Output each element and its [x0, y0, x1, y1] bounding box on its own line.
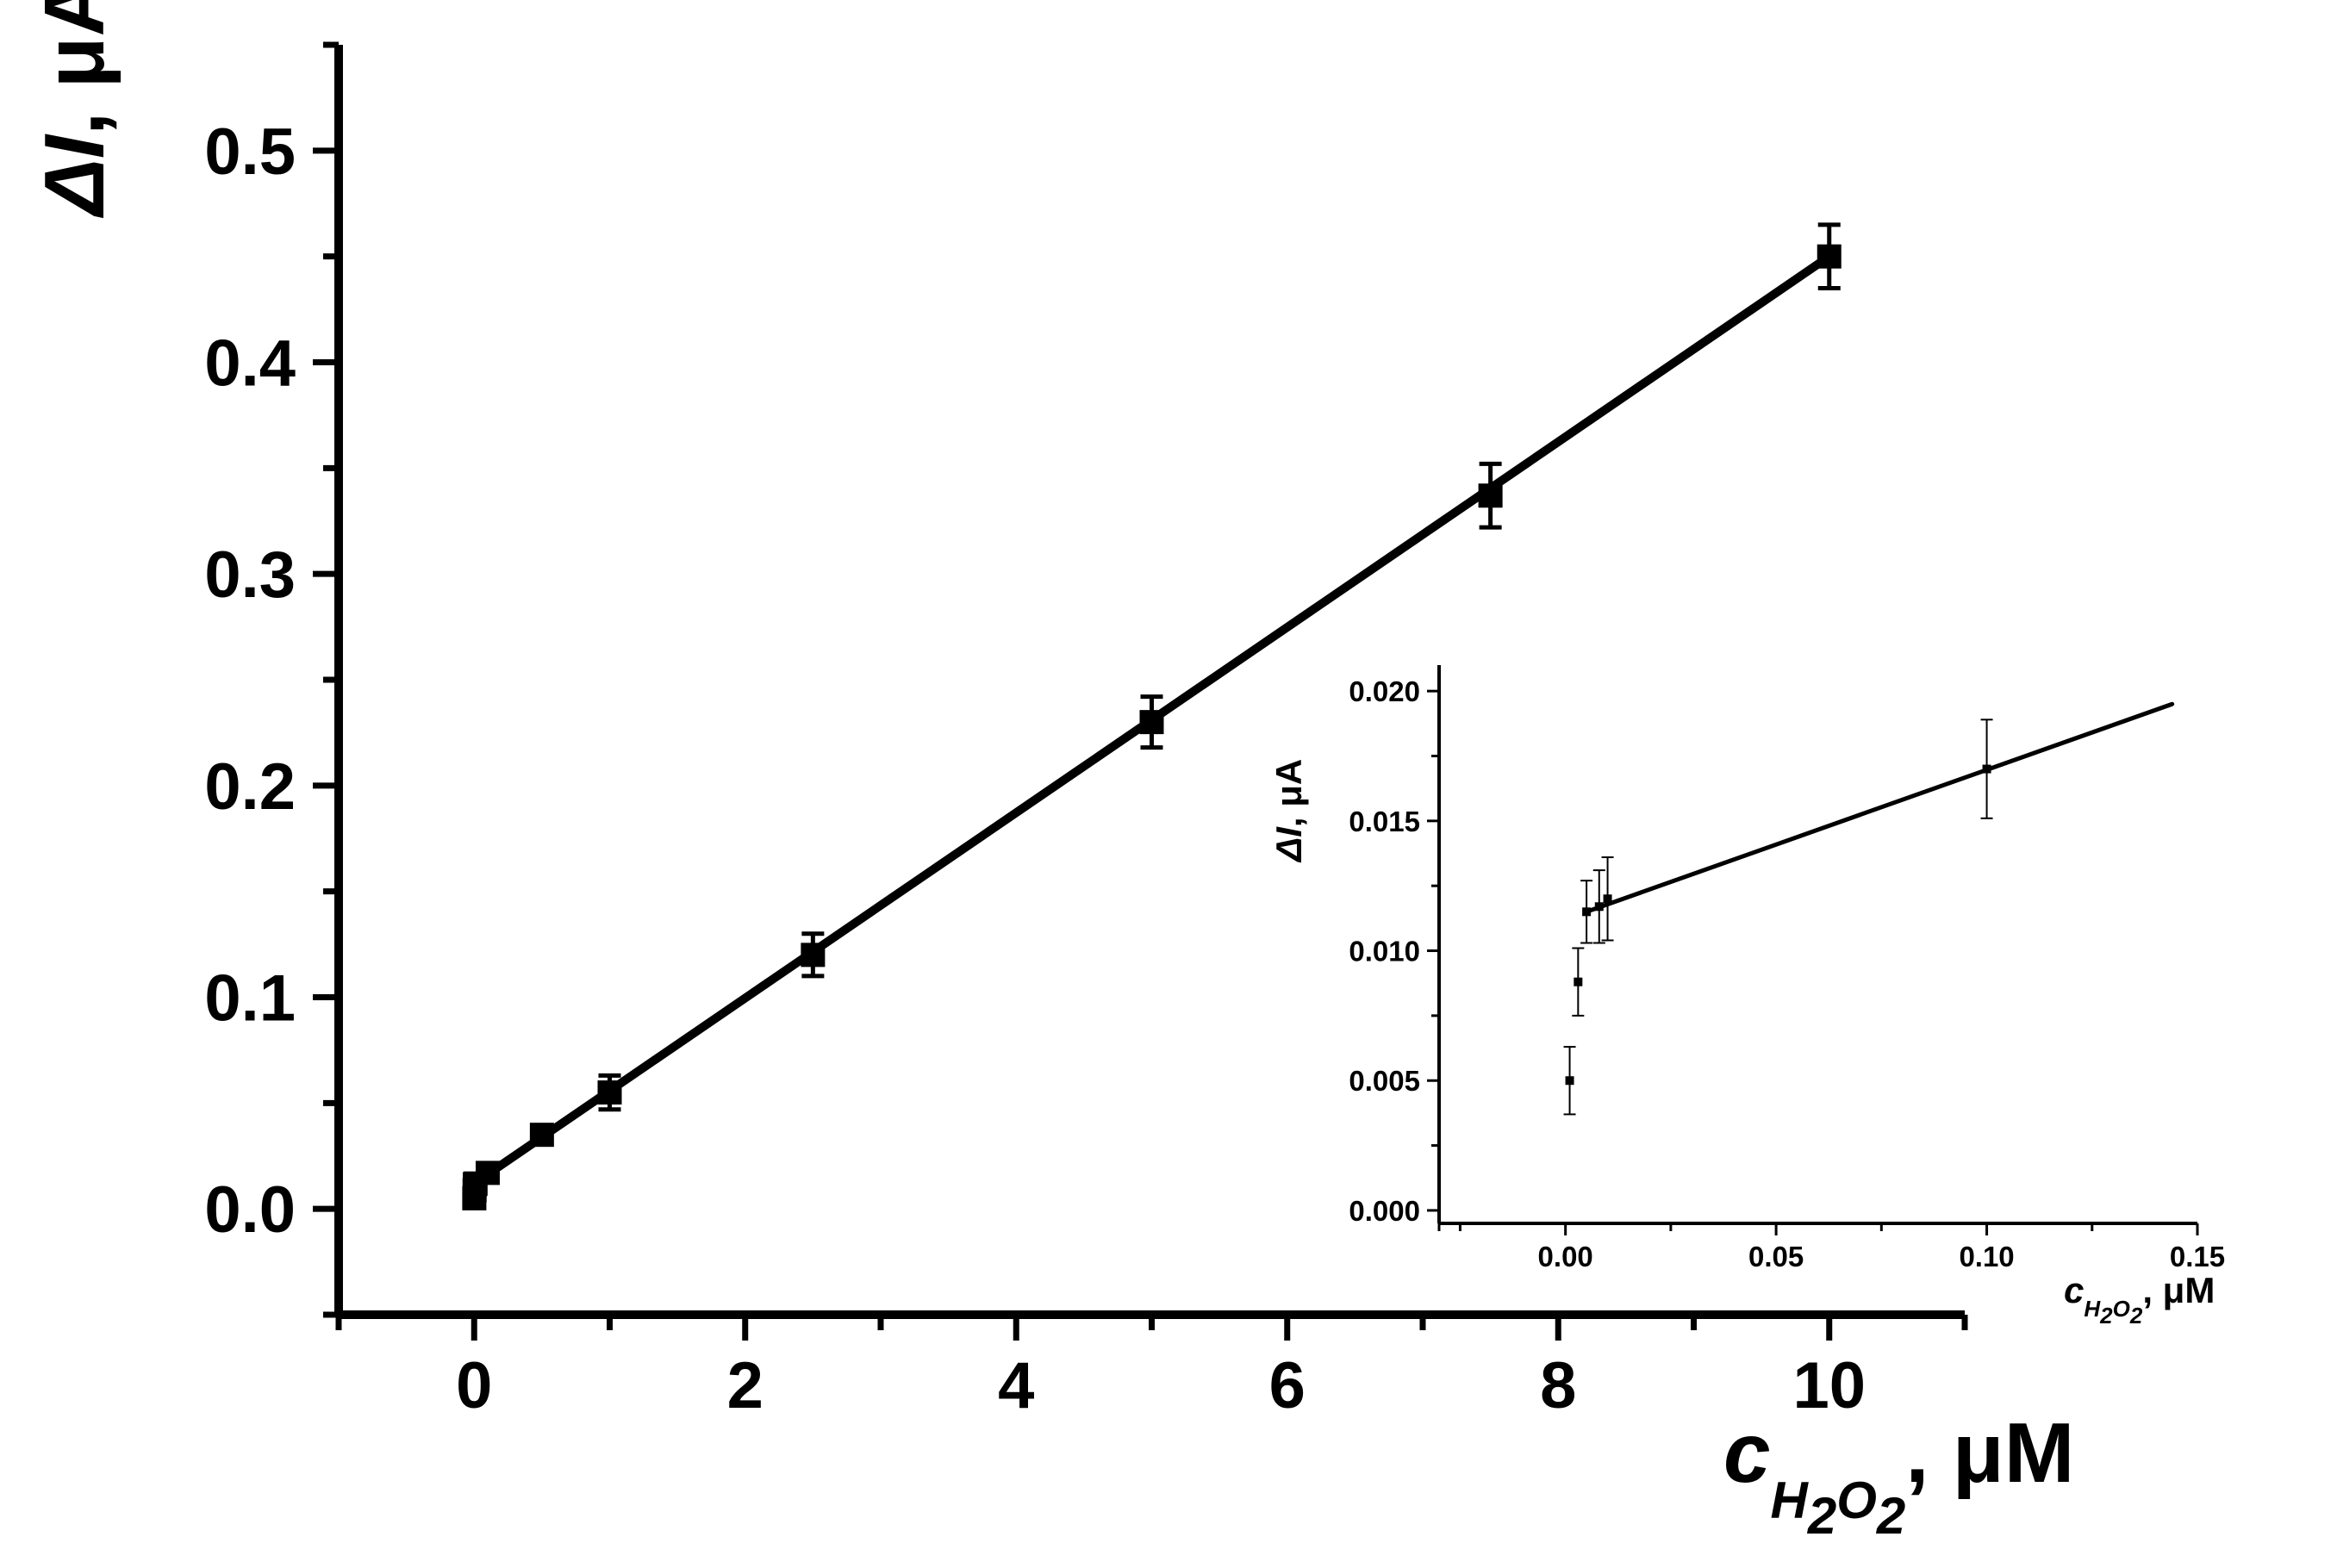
inset-x-axis-sub-o: O [2113, 1296, 2130, 1322]
main-y-tick-label: 0.4 [204, 327, 296, 401]
inset-x-tick-label: 0.15 [2170, 1241, 2225, 1272]
main-data-point [529, 1123, 554, 1148]
main-y-axis-symbol: ΔI [27, 134, 122, 219]
main-x-axis-unit: , μM [1905, 1405, 2074, 1500]
inset-y-tick-label: 0.020 [1349, 675, 1420, 707]
inset-x-axis-unit: , μM [2142, 1270, 2215, 1310]
main-data-point [597, 1080, 622, 1105]
main-x-tick-label: 0 [456, 1349, 492, 1422]
main-y-axis-unit: , μA [27, 0, 122, 135]
inset-fit-line-group [1584, 701, 2175, 914]
inset-data-point [1982, 764, 1991, 774]
main-x-axis-sub-2a: 2 [1807, 1487, 1836, 1545]
inset-x-axis-title: cH2O2, μM [2064, 1270, 2215, 1328]
inset-data-points [1563, 719, 1993, 1116]
inset-y-axis-title: ΔI, μA [1268, 759, 1309, 863]
inset-y-tick-label: 0.005 [1349, 1065, 1420, 1097]
main-x-tick-label: 10 [1792, 1349, 1866, 1422]
inset-data-point [1565, 1076, 1574, 1086]
main-axes [313, 41, 1968, 1341]
inset-data-point [1574, 977, 1583, 986]
main-data-point [475, 1160, 500, 1185]
main-data-point [1478, 483, 1503, 508]
inset-y-axis-symbol: ΔI [1268, 826, 1309, 863]
inset-x-tick-label: 0.00 [1538, 1241, 1593, 1272]
main-y-tick-label: 0.1 [204, 962, 296, 1036]
main-data-point [1139, 710, 1164, 735]
inset-fit-line [1584, 701, 2175, 914]
main-data-points [462, 222, 1842, 1210]
inset-data-point [1603, 894, 1612, 904]
main-x-axis-symbol: c [1723, 1405, 1771, 1500]
inset-x-axis-sub-2b: 2 [2129, 1303, 2143, 1328]
main-y-axis-title: ΔI, μA [27, 0, 122, 219]
inset-data-point [1582, 907, 1592, 917]
inset-x-tick-label: 0.05 [1748, 1241, 1804, 1272]
inset-x-axis-sub-2a: 2 [2099, 1303, 2113, 1328]
inset-axes [1427, 665, 2199, 1235]
inset-x-axis-sub-h: H [2084, 1296, 2101, 1322]
main-data-point [1817, 244, 1842, 269]
main-x-tick-label: 2 [727, 1349, 763, 1422]
inset-x-axis-symbol: c [2064, 1270, 2084, 1310]
main-x-axis-sub-2b: 2 [1876, 1487, 1905, 1545]
inset-tick-labels: 0.000 0.005 0.010 0.015 0.020 0.00 0.05 0.10 0.1… [1349, 675, 2225, 1272]
main-chart: 0.00.10.20.30.40.50 2 4 6 8 10 ΔI, μA cH2O2, … [27, 0, 2074, 1545]
main-x-tick-label: 4 [998, 1349, 1034, 1422]
main-y-tick-label: 0.2 [204, 750, 296, 824]
inset-y-tick-label: 0.000 [1349, 1195, 1420, 1227]
inset-y-axis-unit: , μA [1268, 759, 1309, 827]
inset-data-point [1594, 902, 1604, 912]
main-x-tick-label: 6 [1269, 1349, 1306, 1422]
inset-x-tick-label: 0.10 [1959, 1241, 2014, 1272]
main-data-point [801, 943, 826, 968]
inset-chart: 0.000 0.005 0.010 0.015 0.020 0.00 0.05 0.10 0.1… [1268, 665, 2225, 1328]
main-y-tick-label: 0.3 [204, 538, 296, 612]
main-x-tick-label: 8 [1540, 1349, 1576, 1422]
main-x-axis-sub-o: O [1836, 1472, 1877, 1529]
inset-y-tick-label: 0.015 [1349, 806, 1420, 837]
main-y-tick-label: 0.5 [204, 115, 296, 189]
main-y-tick-label: 0.0 [204, 1173, 296, 1247]
main-x-axis-sub-h: H [1771, 1472, 1810, 1529]
inset-y-tick-label: 0.010 [1349, 936, 1420, 968]
main-tick-labels: 0.0 0.1 0.2 0.3 0.4 0.5 0 2 4 6 8 10 [204, 115, 1866, 1422]
main-x-axis-title: cH2O2, μM [1723, 1405, 2074, 1545]
